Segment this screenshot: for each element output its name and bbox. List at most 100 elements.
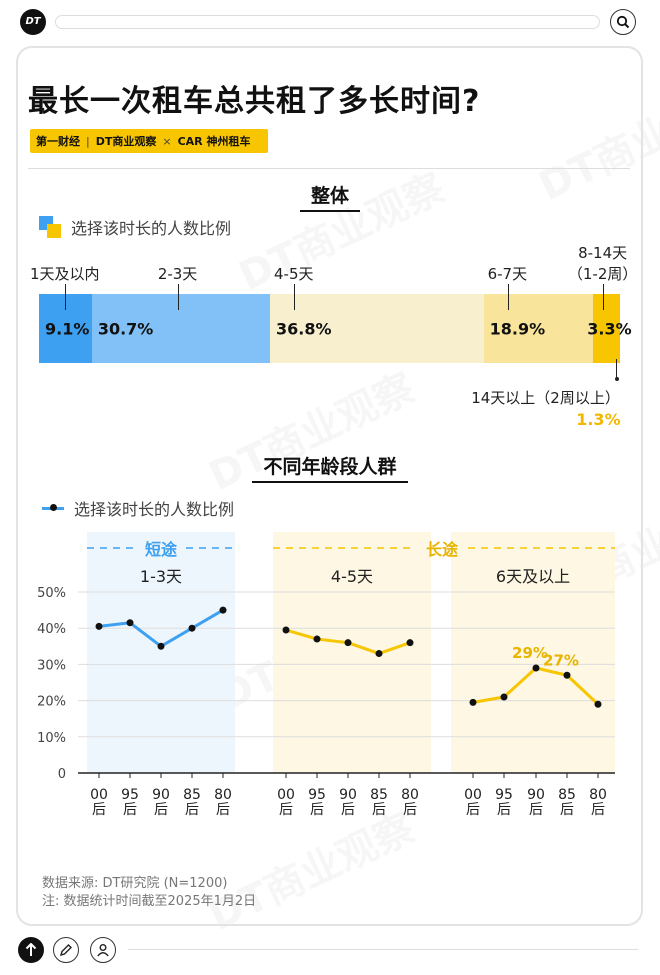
data-point [157,642,165,650]
x-tick-label: 后 [154,802,168,818]
y-tick-label: 30% [37,658,66,673]
panel-background [87,532,235,773]
data-point [282,626,290,634]
legend-label: 选择该时长的人数比例 [74,500,235,519]
user-icon [97,944,109,957]
x-tick-label: 00 [277,787,295,803]
age-line-chart: 短途 长途1-3天 4-5天 6天及以上010%20%30%40%50%00后95后9… [37,532,615,818]
brand-dt: DT商业观察 [95,135,157,148]
x-tick-label: 95 [121,787,139,803]
category-label: 2-3天 [157,265,198,283]
leader-dot [614,377,619,381]
data-point [219,606,227,614]
value-label: 36.8% [276,319,332,338]
data-point [126,619,134,627]
x-tick-label: 85 [183,787,201,803]
series-title: 4-5天 [331,567,373,586]
series-title: 6天及以上 [496,567,570,586]
x-tick-label: 80 [214,787,232,803]
x-tick-label: 95 [495,787,513,803]
data-point [406,639,414,647]
brand-times: × [162,134,172,148]
x-tick-label: 00 [464,787,482,803]
x-tick-label: 80 [589,787,607,803]
arrow-up-icon [25,943,37,956]
content-card [16,46,643,926]
x-tick-label: 95 [308,787,326,803]
overall-legend: 选择该时长的人数比例 [39,215,231,239]
data-point [95,622,103,630]
data-source: 数据来源: DT研究院 (N=1200) [42,876,228,891]
bar-segment [593,294,613,363]
label-leader [177,284,179,310]
value-label: 1.3% [576,410,621,429]
group-label: 短途 [145,540,178,559]
value-label: 9.1% [45,319,90,338]
label-leader [65,284,66,310]
category-label: 14天以上（2周以上） [471,389,620,407]
x-tick-label: 后 [92,802,106,818]
x-tick-label: 后 [279,802,293,818]
data-point [313,635,321,643]
bar-segment [612,294,620,363]
annotation-label: 27% [543,651,579,669]
label-leader [602,284,604,310]
edit-button[interactable] [53,937,79,963]
age-legend: 选择该时长的人数比例 [42,496,234,520]
page-title: 最长一次租车总共租了多长时间? [28,84,481,119]
brand-car: CAR 神州租车 [177,135,251,148]
value-label: 18.9% [489,319,546,338]
legend-label: 选择该时长的人数比例 [71,219,232,238]
bottom-divider [128,949,638,950]
y-tick-label: 50% [37,586,66,601]
data-note: 注: 数据统计时间截至2025年1月2日 [42,894,257,909]
data-point [375,650,383,658]
x-tick-label: 后 [123,802,137,818]
x-tick-label: 后 [529,802,543,818]
x-tick-label: 00 [90,787,108,803]
category-label: 1天及以内 [30,265,100,283]
data-point [563,671,571,679]
panel-background [451,532,615,773]
x-tick-label: 90 [339,787,357,803]
x-tick-label: 85 [370,787,388,803]
search-icon [616,15,630,29]
y-tick-label: 40% [37,622,66,637]
data-point [344,639,352,647]
brand-bar: 第一财经 | DT商业观察 × CAR 神州租车 [30,129,268,153]
x-tick-label: 85 [558,787,576,803]
data-point [500,693,508,701]
data-point [188,624,196,632]
bottom-toolbar [0,926,660,975]
overall-title: 整体 [300,181,360,212]
annotation-label: 29% [512,644,548,662]
scroll-top-button[interactable] [18,937,44,963]
bar-segment [270,294,484,363]
value-label: 3.3% [587,319,632,338]
data-point [532,664,540,672]
data-point [469,698,477,706]
label-leader [507,284,509,310]
x-tick-label: 80 [401,787,419,803]
category-label: 4-5天 [274,265,314,283]
y-tick-label: 10% [37,731,66,746]
top-bar: DT [0,0,660,46]
x-tick-label: 后 [497,802,511,818]
profile-button[interactable] [90,937,116,963]
category-label: 6-7天 [487,265,528,283]
dt-logo[interactable]: DT [20,9,46,35]
x-tick-label: 后 [466,802,480,818]
x-tick-label: 90 [527,787,545,803]
x-tick-label: 后 [560,802,574,818]
search-button[interactable] [610,9,636,35]
panel-background [273,532,431,773]
brand-yicai: 第一财经 [36,135,80,148]
bar-segment [483,294,594,363]
bar-segment [91,294,270,363]
label-leader [294,284,295,310]
brand-divider: | [86,134,90,148]
address-bar[interactable] [55,15,600,29]
group-label: 长途 [426,540,459,559]
x-tick-label: 90 [152,787,170,803]
section-divider [28,168,630,169]
